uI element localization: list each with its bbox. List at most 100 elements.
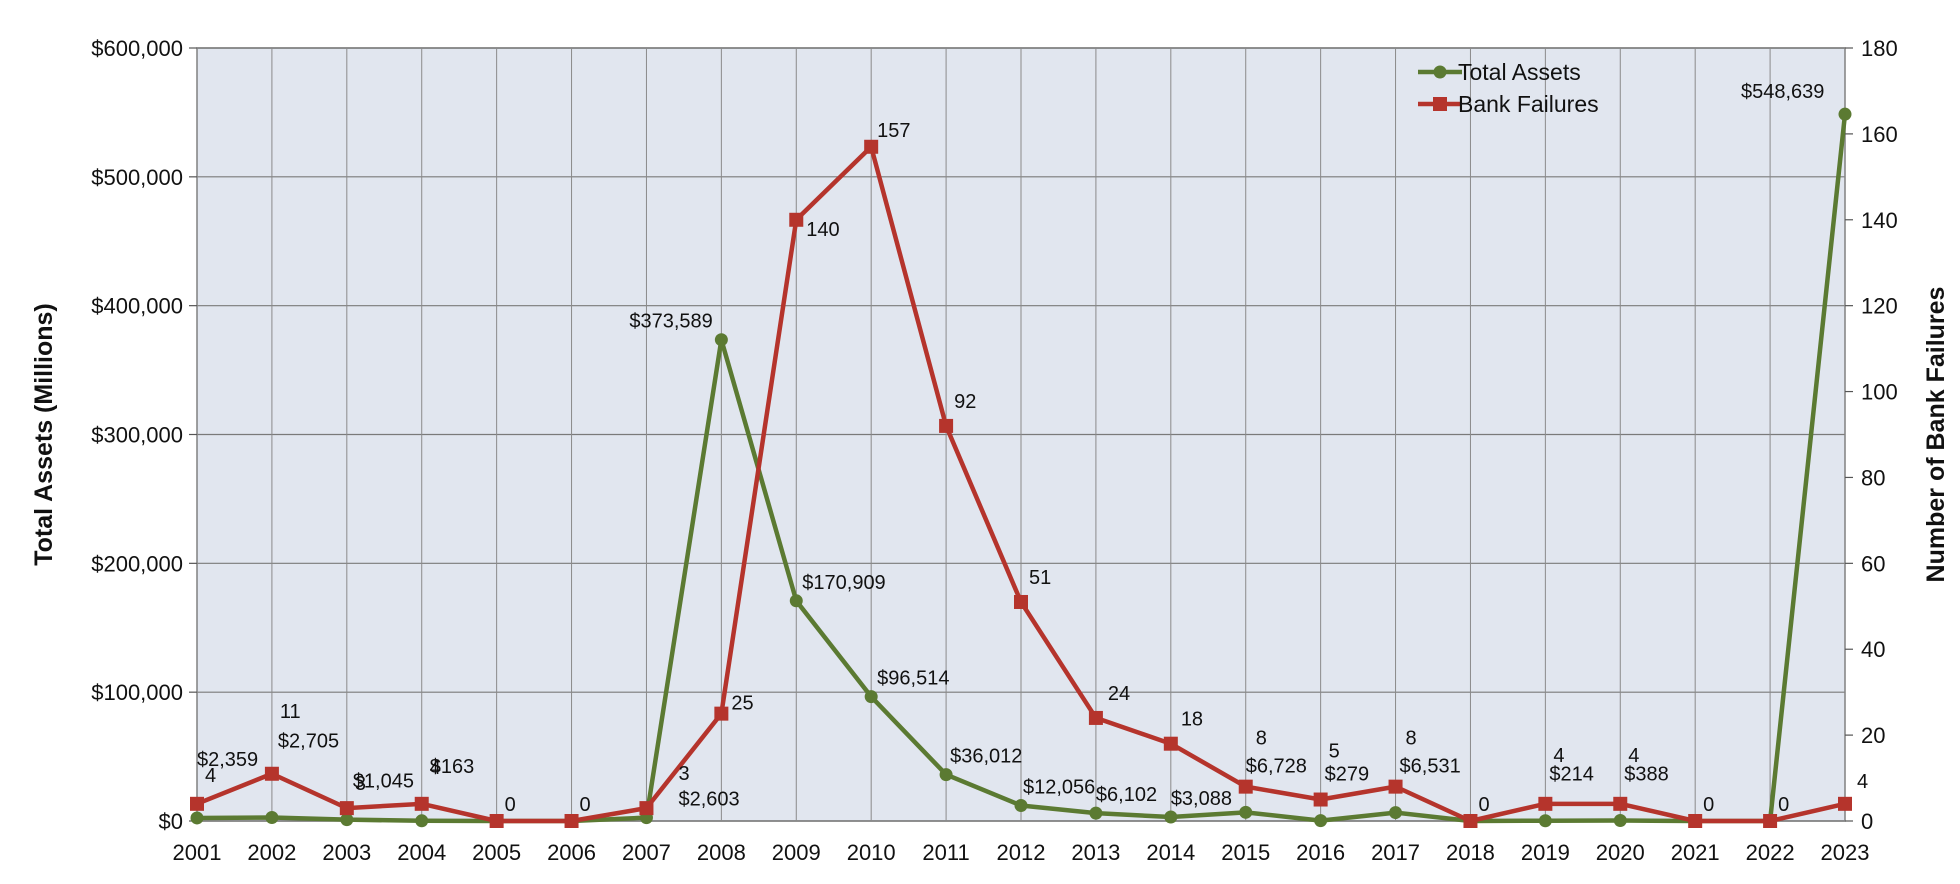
point-total-assets: [1613, 814, 1627, 828]
right-tick-label: 0: [1861, 809, 1873, 834]
point-bank-failures: [1463, 814, 1478, 828]
legend: Total Assets Bank Failures: [1418, 59, 1599, 117]
data-label-total-assets: $170,909: [802, 572, 885, 594]
data-label-total-assets: $373,589: [629, 311, 712, 333]
x-tick-label: 2012: [997, 840, 1046, 865]
data-label-bank-failures: 3: [355, 773, 366, 795]
data-label-bank-failures: 4: [205, 765, 216, 787]
data-label-total-assets: $1,045: [353, 771, 414, 793]
right-tick-label: 20: [1861, 723, 1885, 748]
data-label-bank-failures: 0: [1778, 794, 1789, 816]
point-total-assets: [1239, 805, 1253, 819]
legend-label-bank-failures: Bank Failures: [1458, 91, 1599, 117]
data-label-total-assets: $2,603: [678, 789, 739, 811]
data-label-bank-failures: 0: [505, 794, 516, 816]
point-bank-failures: [939, 418, 954, 433]
data-label-bank-failures: 4: [1628, 745, 1639, 767]
x-tick-label: 2023: [1821, 840, 1870, 865]
point-bank-failures: [1088, 710, 1103, 725]
point-bank-failures: [1238, 779, 1253, 794]
point-total-assets: [265, 811, 279, 825]
right-tick-label: 140: [1861, 208, 1898, 233]
right-tick-label: 80: [1861, 465, 1885, 490]
point-total-assets: [1014, 798, 1028, 812]
point-bank-failures: [1313, 792, 1328, 807]
point-bank-failures: [190, 796, 204, 811]
point-bank-failures: [1763, 814, 1778, 828]
data-label-bank-failures: 4: [1857, 771, 1868, 793]
left-tick-label: $100,000: [91, 680, 183, 705]
left-tick-label: $200,000: [91, 551, 183, 576]
point-total-assets: [789, 594, 803, 608]
right-tick-label: 100: [1861, 380, 1898, 405]
point-bank-failures: [1538, 796, 1553, 811]
x-tick-label: 2018: [1446, 840, 1495, 865]
left-tick-label: $500,000: [91, 165, 183, 190]
x-tick-label: 2009: [772, 840, 821, 865]
legend-marker-bank-failures: [1433, 97, 1447, 111]
data-label-bank-failures: 4: [430, 757, 441, 779]
series-layer: [190, 107, 1852, 828]
x-tick-label: 2014: [1146, 840, 1195, 865]
data-label-total-assets: $6,728: [1246, 755, 1307, 777]
point-total-assets: [864, 690, 878, 704]
data-label-total-assets: $548,639: [1741, 81, 1824, 103]
point-bank-failures: [639, 801, 654, 816]
data-label-total-assets: $6,102: [1096, 784, 1157, 806]
point-total-assets: [1838, 107, 1852, 121]
x-tick-label: 2022: [1746, 840, 1795, 865]
y-left-axis-title: Total Assets (Millions): [30, 303, 58, 566]
data-label-total-assets: $3,088: [1171, 788, 1232, 810]
data-label-bank-failures: 0: [580, 794, 591, 816]
point-total-assets: [340, 813, 354, 827]
point-bank-failures: [714, 706, 729, 721]
data-label-bank-failures: 0: [1703, 794, 1714, 816]
point-total-assets: [1164, 810, 1178, 824]
x-tick-label: 2004: [397, 840, 446, 865]
point-bank-failures: [864, 139, 879, 154]
point-total-assets: [1538, 814, 1552, 828]
data-label-total-assets: $388: [1624, 764, 1669, 786]
data-label-bank-failures: 157: [877, 120, 910, 142]
data-label-total-assets: $96,514: [877, 668, 949, 690]
x-tick-label: 2020: [1596, 840, 1645, 865]
data-label-bank-failures: 11: [280, 701, 301, 723]
axes: $0 $100,000 $200,000 $300,000 $400,000 $500,0…: [30, 36, 1950, 865]
data-label-bank-failures: 5: [1329, 741, 1340, 763]
point-total-assets: [714, 333, 728, 347]
data-label-total-assets: $2,705: [278, 731, 339, 753]
legend-label-total-assets: Total Assets: [1458, 59, 1581, 85]
point-total-assets: [1314, 814, 1328, 828]
data-label-bank-failures: 140: [806, 219, 839, 241]
right-tick-label: 120: [1861, 294, 1898, 319]
data-label-total-assets: $279: [1325, 764, 1370, 786]
data-label-bank-failures: 8: [1256, 728, 1267, 750]
x-tick-label: 2005: [472, 840, 521, 865]
left-tick-label: $0: [159, 809, 183, 834]
point-bank-failures: [339, 801, 354, 816]
data-label-total-assets: $12,056: [1023, 776, 1095, 798]
x-tick-label: 2016: [1296, 840, 1345, 865]
point-total-assets: [1089, 806, 1103, 820]
left-tick-label: $400,000: [91, 294, 183, 319]
point-bank-failures: [264, 766, 279, 781]
x-tick-label: 2006: [547, 840, 596, 865]
data-label-bank-failures: 24: [1108, 683, 1130, 705]
x-tick-label: 2019: [1521, 840, 1570, 865]
right-tick-label: 160: [1861, 122, 1898, 147]
data-label-bank-failures: 25: [731, 693, 753, 715]
right-tick-label: 180: [1861, 36, 1898, 61]
point-bank-failures: [414, 796, 429, 811]
y-right-axis-title: Number of Bank Failures: [1922, 287, 1950, 583]
x-tick-label: 2008: [697, 840, 746, 865]
x-tick-label: 2010: [847, 840, 896, 865]
right-tick-label: 60: [1861, 551, 1885, 576]
x-tick-label: 2002: [247, 840, 296, 865]
x-tick-label: 2001: [173, 840, 222, 865]
data-label-bank-failures: 0: [1478, 794, 1489, 816]
point-bank-failures: [1688, 814, 1703, 828]
data-label-total-assets: $36,012: [950, 746, 1022, 768]
data-label-bank-failures: 8: [1406, 728, 1417, 750]
point-bank-failures: [564, 814, 579, 828]
